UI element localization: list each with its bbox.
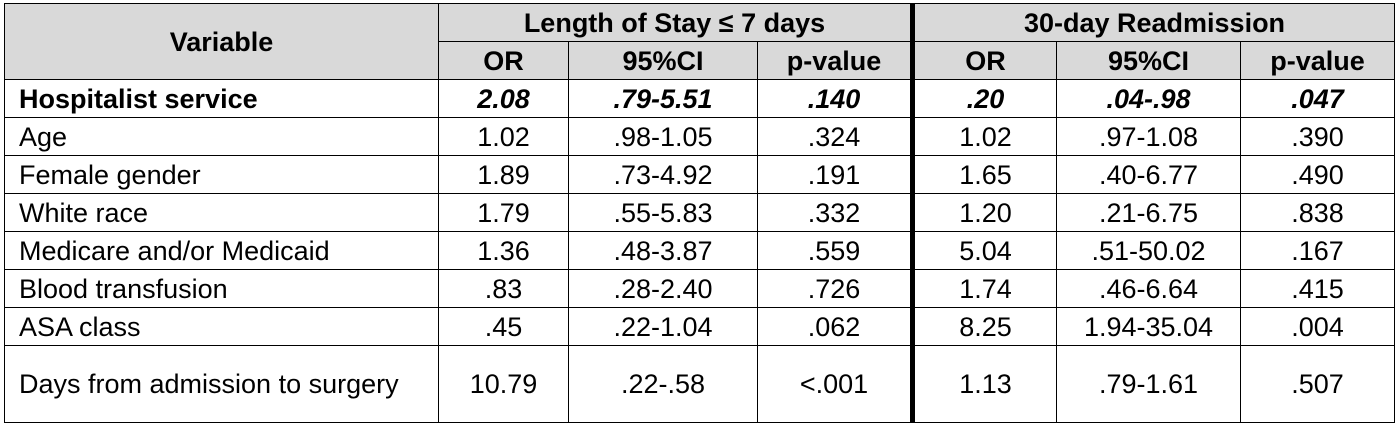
value-cell: .55-5.83: [568, 193, 758, 232]
table-row: Hospitalist service 2.08.79-5.51.140.20.0…: [4, 79, 1396, 118]
value-cell: 1.74: [910, 269, 1058, 308]
value-cell: .062: [756, 307, 914, 346]
variable-cell: Days from admission to surgery: [4, 345, 439, 423]
value-cell: .390: [1240, 117, 1396, 156]
value-cell: .83: [438, 269, 569, 308]
value-cell: .167: [1240, 231, 1396, 270]
column-header: OR: [438, 41, 569, 80]
value-cell: 1.02: [438, 117, 569, 156]
value-cell: .97-1.08: [1056, 117, 1242, 156]
column-header: 95%CI: [1056, 41, 1242, 80]
value-cell: <.001: [756, 345, 914, 423]
value-cell: .559: [756, 231, 914, 270]
header-variable: Variable: [4, 3, 439, 80]
value-cell: 1.79: [438, 193, 569, 232]
column-header: OR: [910, 41, 1058, 80]
variable-cell: Medicare and/or Medicaid: [4, 231, 439, 270]
table-row: Female gender 1.89.73-4.92.191 1.65.40-6.7…: [4, 155, 1396, 194]
value-cell: 1.02: [910, 117, 1058, 156]
value-cell: 1.20: [910, 193, 1058, 232]
value-cell: .415: [1240, 269, 1396, 308]
value-cell: .40-6.77: [1056, 155, 1242, 194]
table-row: Medicare and/or Medicaid 1.36.48-3.87.559…: [4, 231, 1396, 270]
column-header: 95%CI: [568, 41, 758, 80]
value-cell: .047: [1240, 79, 1396, 118]
variable-cell: White race: [4, 193, 439, 232]
value-cell: .490: [1240, 155, 1396, 194]
results-table: Variable Length of Stay ≤ 7 days 30-day …: [4, 3, 1396, 423]
variable-cell: Hospitalist service: [4, 79, 439, 118]
value-cell: 5.04: [910, 231, 1058, 270]
value-cell: .726: [756, 269, 914, 308]
table-row: Blood transfusion .83.28-2.40.726 1.74.46-…: [4, 269, 1396, 308]
value-cell: 1.65: [910, 155, 1058, 194]
value-cell: .324: [756, 117, 914, 156]
value-cell: .004: [1240, 307, 1396, 346]
value-cell: .507: [1240, 345, 1396, 423]
table-row: White race 1.79.55-5.83.332 1.20.21-6.75.8…: [4, 193, 1396, 232]
value-cell: 10.79: [438, 345, 569, 423]
column-header: p-value: [756, 41, 914, 80]
value-cell: .46-6.64: [1056, 269, 1242, 308]
value-cell: .79-5.51: [568, 79, 758, 118]
value-cell: .838: [1240, 193, 1396, 232]
variable-cell: Female gender: [4, 155, 439, 194]
value-cell: .73-4.92: [568, 155, 758, 194]
value-cell: 1.94-35.04: [1056, 307, 1242, 346]
table-row: Age 1.02.98-1.05.324 1.02.97-1.08.390: [4, 117, 1396, 156]
value-cell: .51-50.02: [1056, 231, 1242, 270]
value-cell: .140: [756, 79, 914, 118]
value-cell: .79-1.61: [1056, 345, 1242, 423]
value-cell: .04-.98: [1056, 79, 1242, 118]
value-cell: 1.36: [438, 231, 569, 270]
variable-cell: Blood transfusion: [4, 269, 439, 308]
variable-cell: Age: [4, 117, 439, 156]
table-row: Days from admission to surgery 10.79.22-.…: [4, 345, 1396, 423]
group-header: 30-day Readmission: [910, 3, 1396, 42]
table-row: ASA class .45.22-1.04.062 8.25 1.94-35.04.0…: [4, 307, 1396, 346]
value-cell: .28-2.40: [568, 269, 758, 308]
group-header: Length of Stay ≤ 7 days: [437, 3, 914, 42]
value-cell: .21-6.75: [1056, 193, 1242, 232]
variable-cell: ASA class: [4, 307, 439, 346]
value-cell: .98-1.05: [568, 117, 758, 156]
value-cell: 8.25: [910, 307, 1058, 346]
value-cell: 2.08: [438, 79, 569, 118]
value-cell: .191: [756, 155, 914, 194]
value-cell: .20: [910, 79, 1058, 118]
value-cell: 1.13: [910, 345, 1058, 423]
value-cell: .48-3.87: [568, 231, 758, 270]
value-cell: .332: [756, 193, 914, 232]
value-cell: .22-.58: [568, 345, 758, 423]
value-cell: .45: [438, 307, 569, 346]
value-cell: .22-1.04: [568, 307, 758, 346]
column-header: p-value: [1240, 41, 1396, 80]
value-cell: 1.89: [438, 155, 569, 194]
